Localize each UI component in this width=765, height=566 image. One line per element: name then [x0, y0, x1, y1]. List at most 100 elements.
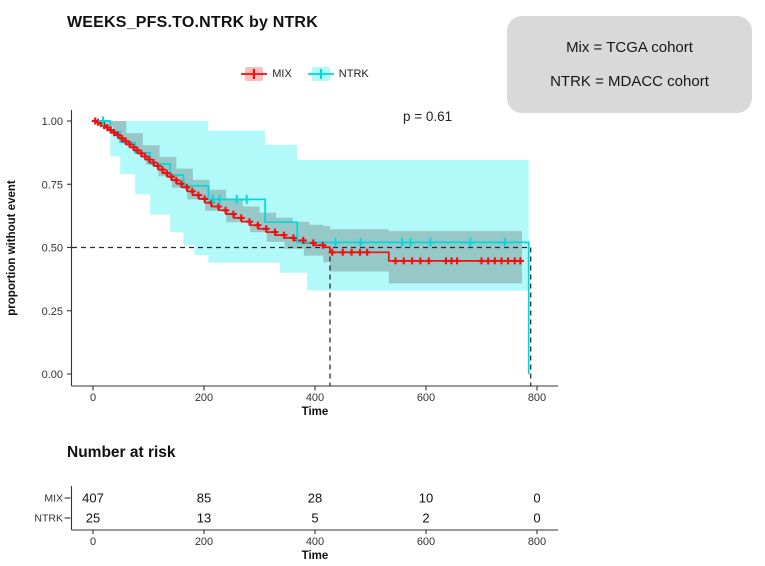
censor-mark-mix — [309, 239, 317, 247]
censor-mark-mix — [158, 166, 166, 174]
legend-item-mix[interactable]: MIX — [241, 66, 292, 82]
risk-x-tick-label: 0 — [90, 536, 96, 548]
censor-mark-mix — [122, 137, 130, 145]
risk-table-heading: Number at risk — [67, 444, 176, 461]
censor-mark-ntrk — [232, 194, 242, 204]
risk-x-axis-title: Time — [302, 550, 329, 562]
y-tick-label: 1.00 — [42, 116, 63, 128]
risk-x-tick-label: 800 — [528, 536, 546, 548]
y-axis-title: proportion without event — [6, 180, 18, 316]
risk-row-label: MIX — [44, 493, 63, 505]
censor-mark-ntrk — [356, 237, 365, 247]
censor-mark-mix — [141, 152, 149, 160]
censor-mark-mix — [425, 257, 433, 265]
censor-mark-mix — [280, 231, 288, 239]
censor-mark-mix — [137, 149, 145, 157]
censor-mark-mix — [484, 257, 492, 265]
censor-mark-mix — [183, 183, 191, 191]
censor-mark-mix — [453, 257, 461, 265]
info-line-ntrk: NTRK = MDACC cohort — [550, 73, 709, 90]
censor-mark-mix — [246, 218, 253, 226]
censor-mark-mix — [237, 214, 245, 222]
censor-marks — [91, 116, 524, 265]
censor-mark-mix — [299, 236, 307, 244]
censor-mark-ntrk — [215, 194, 224, 204]
risk-count: 10 — [419, 491, 433, 506]
censor-mark-mix — [194, 191, 202, 199]
censor-mark-mix — [110, 129, 118, 137]
censor-mark-ntrk — [465, 237, 475, 247]
censor-mark-mix — [114, 131, 122, 139]
censor-mark-mix — [172, 176, 180, 184]
censor-mark-mix — [130, 143, 137, 151]
cohort-info-box: Mix = TCGA cohort NTRK = MDACC cohort — [507, 16, 752, 113]
censor-mark-mix — [491, 257, 499, 265]
main-axes: 0.00 0.25 0.50 0.75 1.00 0 200 400 600 800 Time pro… — [6, 110, 558, 418]
info-line-mix: Mix = TCGA cohort — [566, 39, 693, 56]
censor-mark-ntrk — [331, 237, 340, 247]
risk-count: 28 — [308, 491, 322, 506]
censor-mark-mix — [229, 210, 237, 218]
y-tick-label: 0.75 — [42, 179, 63, 191]
censor-mark-mix — [163, 169, 171, 177]
legend-label-ntrk: NTRK — [338, 68, 369, 80]
censor-mark-mix — [126, 140, 134, 148]
censor-mark-ntrk — [406, 237, 415, 247]
censor-mark-mix — [177, 180, 185, 188]
ntrk-key-icon — [307, 67, 334, 81]
censor-mark-ntrk — [425, 237, 435, 247]
legend: MIX NTRK — [72, 66, 538, 82]
page-title: WEEKS_PFS.TO.NTRK by NTRK — [67, 14, 318, 31]
risk-row-label: NTRK — [34, 513, 63, 525]
censor-mark-mix — [328, 248, 336, 256]
censor-mark-mix — [363, 248, 371, 256]
x-axis-title: Time — [302, 406, 329, 418]
reference-dashed-lines — [72, 246, 532, 386]
censor-mark-mix — [504, 257, 512, 265]
confidence-bands — [93, 121, 529, 291]
censor-mark-mix — [392, 257, 399, 265]
legend-item-ntrk[interactable]: NTRK — [307, 66, 369, 82]
x-tick-label: 0 — [90, 392, 96, 404]
risk-count: 0 — [533, 511, 540, 526]
mix-key-icon — [241, 67, 268, 81]
censor-mark-mix — [188, 187, 196, 195]
censor-mark-mix — [145, 156, 153, 163]
censor-mark-mix — [400, 257, 408, 265]
risk-count: 85 — [197, 491, 211, 506]
censor-mark-mix — [271, 228, 279, 236]
censor-mark-mix — [516, 257, 524, 265]
risk-count: 407 — [82, 491, 104, 506]
censor-mark-mix — [214, 203, 222, 210]
x-tick-label: 400 — [306, 392, 324, 404]
risk-count: 25 — [86, 511, 100, 526]
risk-count: 2 — [422, 511, 429, 526]
censor-mark-mix — [154, 162, 162, 170]
risk-x-tick-label: 600 — [417, 536, 435, 548]
censor-mark-mix — [262, 225, 270, 233]
censor-mark-mix — [201, 195, 209, 203]
censor-mark-mix — [167, 173, 175, 181]
censor-mark-mix — [254, 221, 262, 229]
y-tick-label: 0.25 — [42, 306, 63, 318]
risk-x-tick-label: 200 — [195, 536, 213, 548]
censor-mark-mix — [118, 134, 126, 142]
censor-mark-ntrk — [500, 237, 510, 247]
censor-mark-mix — [356, 248, 364, 256]
censor-mark-mix — [478, 257, 485, 265]
censor-mark-ntrk — [397, 237, 407, 247]
censor-mark-mix — [319, 241, 327, 249]
censor-mark-mix — [339, 248, 347, 256]
risk-count: 0 — [533, 491, 540, 506]
censor-mark-mix — [498, 257, 505, 265]
risk-count: 13 — [197, 511, 211, 526]
risk-x-tick-label: 400 — [306, 536, 324, 548]
censor-mark-mix — [150, 159, 157, 166]
risk-count: 5 — [311, 511, 318, 526]
y-tick-label: 0.50 — [42, 243, 63, 255]
censor-mark-mix — [408, 257, 416, 265]
legend-label-mix: MIX — [272, 68, 292, 80]
